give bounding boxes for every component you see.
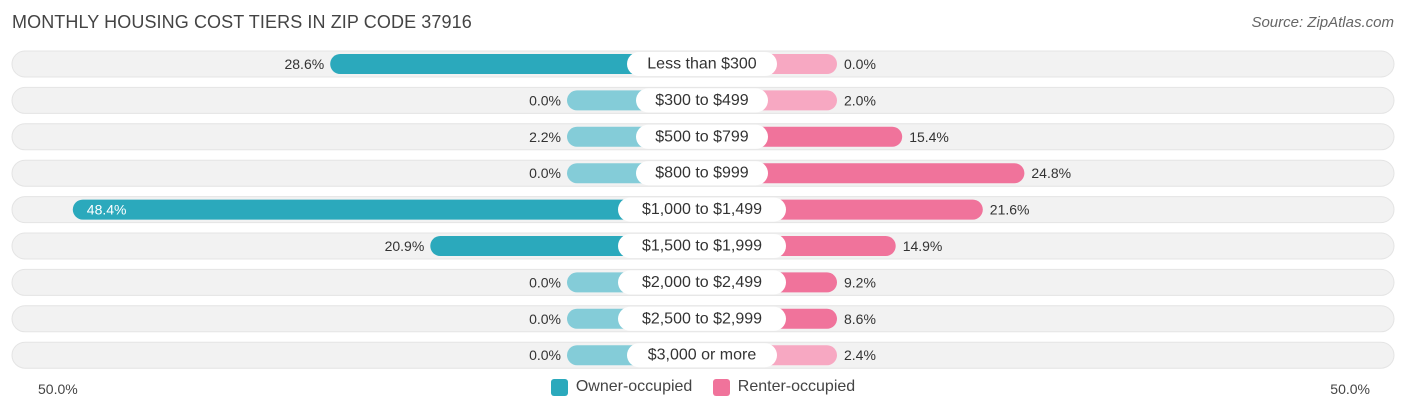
renter-value-label: 0.0%	[844, 56, 876, 72]
owner-value-label: 0.0%	[529, 165, 561, 181]
owner-value-label: 28.6%	[284, 56, 324, 72]
legend: Owner-occupied Renter-occupied	[0, 378, 1406, 401]
category-label-pill	[636, 161, 768, 186]
renter-swatch-icon	[712, 378, 730, 396]
category-label: $500 to $799	[655, 128, 749, 145]
owner-value-label: 20.9%	[385, 238, 425, 254]
category-label: $2,000 to $2,499	[642, 274, 762, 291]
category-label-pill	[636, 88, 768, 113]
category-label: $300 to $499	[655, 92, 749, 109]
axis-right-label: 50.0%	[1330, 381, 1370, 397]
category-label: $2,500 to $2,999	[642, 310, 762, 327]
owner-bar	[72, 199, 703, 220]
owner-value-label: 0.0%	[529, 274, 561, 290]
renter-value-label: 24.8%	[1031, 165, 1071, 181]
category-label: $3,000 or more	[648, 347, 757, 364]
owner-swatch-icon	[550, 378, 568, 396]
renter-value-label: 15.4%	[909, 129, 949, 145]
renter-value-label: 2.0%	[844, 92, 876, 108]
category-label-pill	[618, 234, 786, 258]
owner-value-label: 2.2%	[529, 129, 561, 145]
category-label-pill	[618, 306, 786, 331]
source-label: Source: ZipAtlas.com	[1251, 14, 1394, 31]
category-label-pill	[618, 270, 786, 295]
renter-value-label: 21.6%	[990, 202, 1030, 218]
category-label-pill	[618, 197, 786, 222]
category-label-pill	[636, 124, 768, 149]
owner-bar	[330, 54, 702, 74]
legend-item-renter[interactable]: Renter-occupied	[712, 378, 856, 396]
legend-owner-label: Owner-occupied	[575, 378, 693, 395]
category-label: Less than $300	[647, 56, 757, 73]
renter-value-label: 2.4%	[844, 347, 876, 363]
owner-value-label: 0.0%	[529, 311, 561, 327]
chart-title: MONTHLY HOUSING COST TIERS IN ZIP CODE 3…	[12, 12, 472, 32]
category-label: $1,500 to $1,999	[642, 238, 762, 255]
owner-value-label: 0.0%	[529, 92, 561, 108]
category-label: $1,000 to $1,499	[642, 201, 762, 218]
renter-value-label: 9.2%	[844, 274, 876, 290]
axis-left-label: 50.0%	[38, 381, 78, 397]
category-label-pill	[627, 343, 777, 368]
owner-value-label: 48.4%	[87, 202, 127, 218]
renter-value-label: 14.9%	[903, 238, 943, 254]
legend-item-owner[interactable]: Owner-occupied	[550, 378, 693, 396]
renter-value-label: 8.6%	[844, 311, 876, 327]
renter-bar	[702, 163, 1025, 184]
legend-renter-label: Renter-occupied	[737, 378, 856, 395]
category-label-pill	[627, 52, 777, 76]
owner-value-label: 0.0%	[529, 347, 561, 363]
category-label: $800 to $999	[655, 165, 749, 182]
